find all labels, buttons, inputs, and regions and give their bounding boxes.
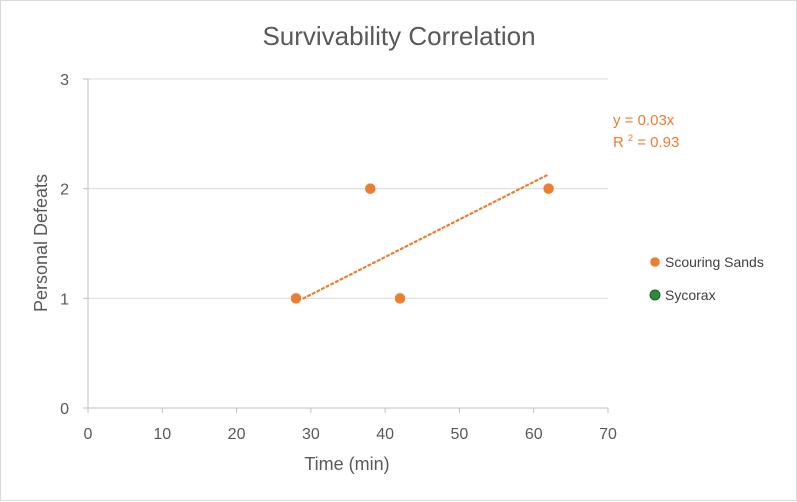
trendline-equation: y = 0.03x — [613, 112, 675, 129]
x-tick-label-50: 50 — [451, 426, 469, 443]
data-point-s0-1 — [364, 182, 377, 195]
x-axis: 0 10 20 30 40 50 60 70 — [84, 407, 617, 443]
trendline-r-squared: R 2 = 0.93 — [613, 128, 679, 151]
legend-marker-sycorax — [649, 289, 661, 301]
x-tick-label-70: 70 — [599, 426, 617, 443]
legend-label-sycorax: Sycorax — [665, 287, 716, 303]
y-tick-label-0: 0 — [60, 401, 69, 418]
x-tick-label-60: 60 — [525, 426, 543, 443]
chart-title: Survivability Correlation — [262, 21, 535, 51]
data-point-s0-2 — [394, 292, 406, 305]
trendline-layer — [302, 173, 550, 300]
data-point-s0-0 — [290, 292, 302, 305]
y-axis: 0 1 2 3 — [60, 72, 89, 418]
legend-item-sycorax[interactable]: Sycorax — [649, 287, 716, 303]
trendline-label: y = 0.03x R 2 = 0.93 — [613, 112, 679, 151]
y-tick-label-1: 1 — [60, 291, 69, 308]
y-tick-label-3: 3 — [60, 72, 69, 89]
trendline-series-0 — [302, 173, 550, 300]
x-tick-label-10: 10 — [153, 426, 171, 443]
gridlines — [88, 78, 608, 299]
legend[interactable]: Scouring Sands Sycorax — [649, 254, 764, 303]
r2-value: = 0.93 — [637, 134, 679, 151]
x-tick-label-20: 20 — [228, 426, 246, 443]
data-points — [290, 182, 555, 305]
x-tick-label-40: 40 — [376, 426, 394, 443]
x-tick-label-0: 0 — [84, 426, 93, 443]
x-axis-title: Time (min) — [304, 454, 389, 474]
r2-superscript: 2 — [628, 133, 633, 143]
data-point-s0-3 — [542, 182, 555, 195]
x-tick-label-30: 30 — [302, 426, 320, 443]
legend-marker-scouring-sands — [649, 256, 661, 268]
legend-label-scouring-sands: Scouring Sands — [665, 254, 764, 270]
r2-prefix: R — [613, 134, 624, 151]
y-axis-title: Personal Defeats — [31, 174, 51, 312]
y-tick-label-2: 2 — [60, 182, 69, 199]
legend-item-scouring-sands[interactable]: Scouring Sands — [649, 254, 764, 270]
